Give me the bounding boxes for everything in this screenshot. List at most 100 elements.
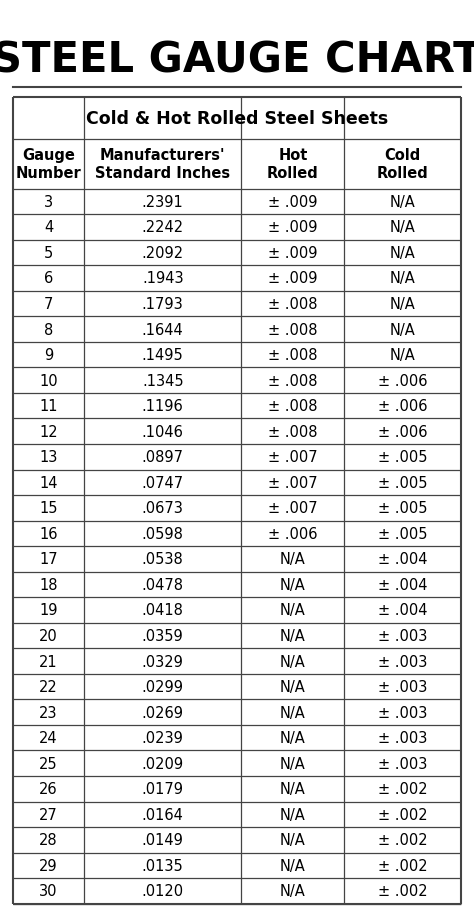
Text: .1046: .1046 xyxy=(142,425,183,439)
Text: ± .003: ± .003 xyxy=(378,680,427,694)
Text: ± .009: ± .009 xyxy=(268,220,318,235)
Text: ± .005: ± .005 xyxy=(378,476,427,490)
Text: N/A: N/A xyxy=(280,782,306,796)
Text: ± .008: ± .008 xyxy=(268,374,318,388)
Text: .2242: .2242 xyxy=(142,220,184,235)
Text: 9: 9 xyxy=(44,348,53,363)
Text: N/A: N/A xyxy=(280,807,306,822)
Text: N/A: N/A xyxy=(280,578,306,592)
Text: .0538: .0538 xyxy=(142,552,183,567)
Text: .2391: .2391 xyxy=(142,195,183,210)
Text: N/A: N/A xyxy=(280,833,306,847)
Text: ± .004: ± .004 xyxy=(378,578,427,592)
Text: Hot
Rolled: Hot Rolled xyxy=(267,148,319,180)
Text: .0149: .0149 xyxy=(142,833,183,847)
Text: ± .006: ± .006 xyxy=(378,425,427,439)
Text: ± .007: ± .007 xyxy=(268,450,318,465)
Text: ± .008: ± .008 xyxy=(268,425,318,439)
Text: ± .008: ± .008 xyxy=(268,322,318,337)
Text: .2092: .2092 xyxy=(142,246,184,261)
Text: N/A: N/A xyxy=(280,884,306,898)
Text: N/A: N/A xyxy=(280,858,306,873)
Text: N/A: N/A xyxy=(280,552,306,567)
Text: .0209: .0209 xyxy=(142,756,184,771)
Text: N/A: N/A xyxy=(390,246,415,261)
Text: .0897: .0897 xyxy=(142,450,184,465)
Text: .0179: .0179 xyxy=(142,782,184,796)
Text: .0329: .0329 xyxy=(142,654,183,669)
Text: ± .009: ± .009 xyxy=(268,246,318,261)
Text: ± .007: ± .007 xyxy=(268,501,318,516)
Text: 24: 24 xyxy=(39,731,58,745)
Text: 16: 16 xyxy=(39,527,58,541)
Text: .0299: .0299 xyxy=(142,680,184,694)
Text: N/A: N/A xyxy=(390,271,415,286)
Text: N/A: N/A xyxy=(280,705,306,720)
Text: ± .004: ± .004 xyxy=(378,603,427,618)
Text: ± .003: ± .003 xyxy=(378,756,427,771)
Text: 26: 26 xyxy=(39,782,58,796)
Text: N/A: N/A xyxy=(390,220,415,235)
Text: ± .009: ± .009 xyxy=(268,271,318,286)
Text: N/A: N/A xyxy=(390,348,415,363)
Text: 6: 6 xyxy=(44,271,53,286)
Text: ± .003: ± .003 xyxy=(378,654,427,669)
Text: N/A: N/A xyxy=(280,731,306,745)
Text: ± .003: ± .003 xyxy=(378,629,427,643)
Text: 28: 28 xyxy=(39,833,58,847)
Text: ± .006: ± .006 xyxy=(268,527,318,541)
Text: 30: 30 xyxy=(39,884,58,898)
Text: ± .004: ± .004 xyxy=(378,552,427,567)
Text: 11: 11 xyxy=(39,399,58,414)
Text: ± .002: ± .002 xyxy=(378,884,428,898)
Text: 8: 8 xyxy=(44,322,53,337)
Text: 12: 12 xyxy=(39,425,58,439)
Text: N/A: N/A xyxy=(390,195,415,210)
Text: .1644: .1644 xyxy=(142,322,183,337)
Text: 15: 15 xyxy=(39,501,58,516)
Text: .1943: .1943 xyxy=(142,271,183,286)
Text: ± .002: ± .002 xyxy=(378,858,428,873)
Text: ± .005: ± .005 xyxy=(378,450,427,465)
Text: 3: 3 xyxy=(44,195,53,210)
Text: .0598: .0598 xyxy=(142,527,183,541)
Text: 29: 29 xyxy=(39,858,58,873)
Text: .1793: .1793 xyxy=(142,297,183,312)
Text: 18: 18 xyxy=(39,578,58,592)
Text: .0747: .0747 xyxy=(142,476,184,490)
Text: .0359: .0359 xyxy=(142,629,183,643)
Text: ± .005: ± .005 xyxy=(378,527,427,541)
Text: N/A: N/A xyxy=(390,297,415,312)
Text: ± .002: ± .002 xyxy=(378,807,428,822)
Text: ± .008: ± .008 xyxy=(268,399,318,414)
Text: 4: 4 xyxy=(44,220,53,235)
Text: .1196: .1196 xyxy=(142,399,183,414)
Text: ± .003: ± .003 xyxy=(378,731,427,745)
Text: .0120: .0120 xyxy=(142,884,184,898)
Text: 20: 20 xyxy=(39,629,58,643)
Text: ± .002: ± .002 xyxy=(378,782,428,796)
Text: ± .002: ± .002 xyxy=(378,833,428,847)
Text: N/A: N/A xyxy=(280,629,306,643)
Text: 10: 10 xyxy=(39,374,58,388)
Text: 19: 19 xyxy=(39,603,58,618)
Text: 7: 7 xyxy=(44,297,53,312)
Text: ± .009: ± .009 xyxy=(268,195,318,210)
Text: 27: 27 xyxy=(39,807,58,822)
Text: N/A: N/A xyxy=(280,756,306,771)
Text: 14: 14 xyxy=(39,476,58,490)
Text: 13: 13 xyxy=(39,450,58,465)
Text: Cold
Rolled: Cold Rolled xyxy=(377,148,428,180)
Text: ± .008: ± .008 xyxy=(268,348,318,363)
Text: Cold & Hot Rolled Steel Sheets: Cold & Hot Rolled Steel Sheets xyxy=(86,109,388,128)
Text: N/A: N/A xyxy=(280,603,306,618)
Text: N/A: N/A xyxy=(280,680,306,694)
Text: .0164: .0164 xyxy=(142,807,183,822)
Text: ± .006: ± .006 xyxy=(378,399,427,414)
Text: ± .005: ± .005 xyxy=(378,501,427,516)
Text: .1495: .1495 xyxy=(142,348,183,363)
Text: Gauge
Number: Gauge Number xyxy=(16,148,82,180)
Text: .0418: .0418 xyxy=(142,603,183,618)
Text: ± .003: ± .003 xyxy=(378,705,427,720)
Text: STEEL GAUGE CHART: STEEL GAUGE CHART xyxy=(0,39,474,81)
